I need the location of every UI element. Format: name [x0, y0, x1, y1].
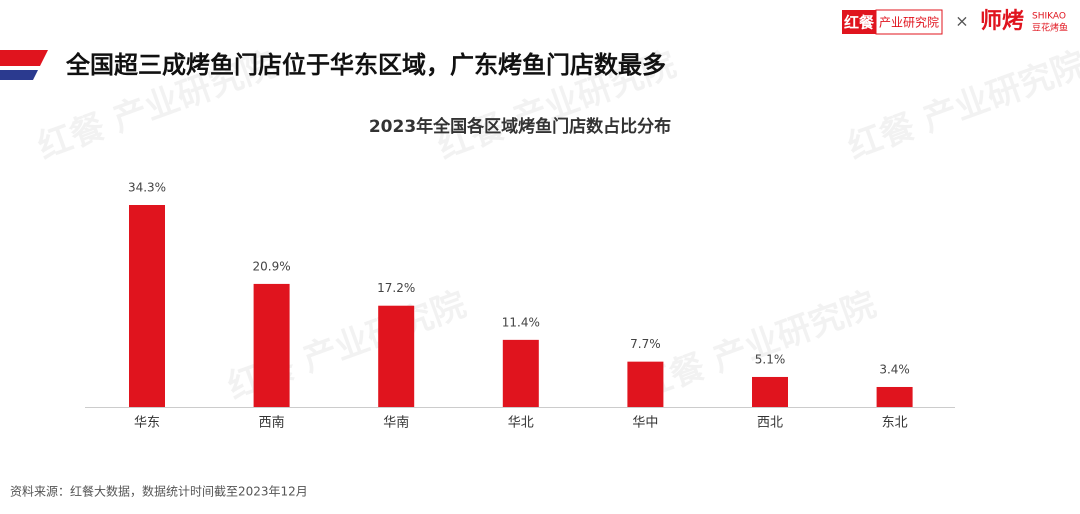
- x-tick-label: 西南: [259, 415, 285, 431]
- value-label: 7.7%: [630, 337, 661, 351]
- logo-box: [875, 9, 943, 35]
- x-tick-label: 华南: [383, 415, 409, 431]
- logo-separator: ×: [955, 12, 968, 31]
- watermark: 红餐 产业研究院: [843, 44, 1080, 167]
- logo-right: 师烤: [980, 8, 1024, 34]
- logo-left-sub: 产业研究院: [879, 15, 939, 30]
- title-accent: [0, 50, 48, 66]
- bar: [129, 205, 165, 407]
- x-tick-label: 华北: [508, 416, 534, 431]
- title-accent: [0, 70, 38, 80]
- slide-title: 全国超三成烤鱼门店位于华东区域，广东烤鱼门店数最多: [65, 51, 666, 79]
- logo-left: 红餐: [844, 14, 875, 32]
- x-tick-label: 华中: [632, 416, 658, 431]
- value-label: 5.1%: [755, 352, 786, 366]
- value-label: 11.4%: [502, 315, 540, 329]
- logo-right-sub: 豆花烤鱼: [1032, 22, 1068, 34]
- chart-title: 2023年全国各区域烤鱼门店数占比分布: [369, 116, 671, 137]
- logo-right-en: SHIKAO: [1032, 12, 1066, 22]
- logo-box: [842, 10, 876, 34]
- value-label: 34.3%: [128, 181, 166, 195]
- watermarks: 红餐 产业研究院 红餐 产业研究院 红餐 产业研究院 红餐 产业研究院 红餐 产…: [33, 44, 1080, 407]
- bar: [876, 386, 913, 407]
- bar: [502, 339, 539, 407]
- bar: [378, 305, 415, 407]
- bar: [752, 376, 788, 407]
- value-label: 3.4%: [879, 362, 910, 376]
- bar: [627, 361, 664, 407]
- value-label: 17.2%: [377, 281, 415, 295]
- value-label: 20.9%: [253, 259, 291, 273]
- x-tick-label: 西北: [757, 416, 783, 431]
- bar: [253, 283, 290, 407]
- source-note: 资料来源：红餐大数据，数据统计时间截至2023年12月: [10, 484, 308, 499]
- x-tick-label: 东北: [882, 416, 908, 431]
- x-tick-label: 华东: [134, 416, 160, 431]
